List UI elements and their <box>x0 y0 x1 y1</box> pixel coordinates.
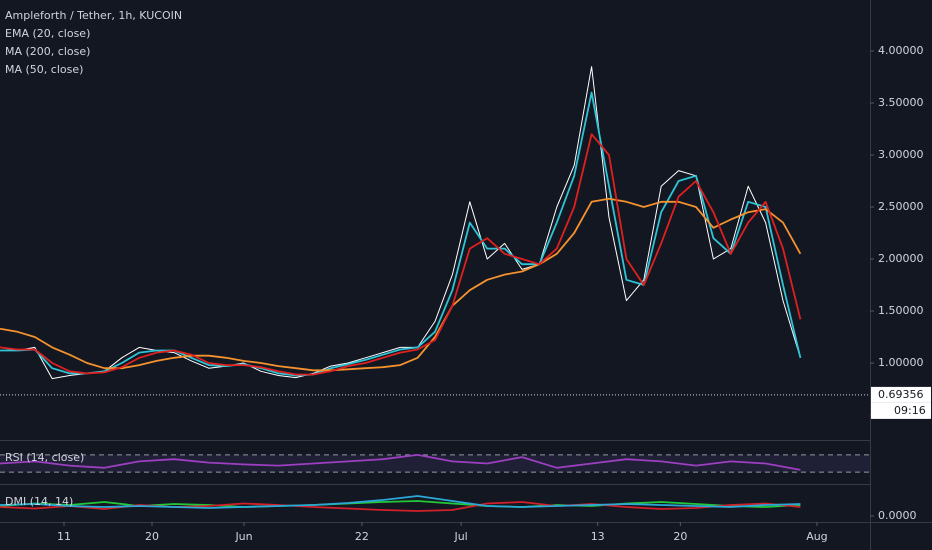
y-tick-label: 2.00000 <box>878 252 924 265</box>
countdown-box <box>871 402 931 419</box>
last-price-label: 0.69356 <box>878 388 924 401</box>
y-tick-label: 3.00000 <box>878 148 924 161</box>
x-tick-label: 20 <box>673 530 687 543</box>
legend-entry: MA (50, close) <box>5 63 83 76</box>
x-tick-label: Jun <box>234 530 252 543</box>
x-tick-label: 11 <box>57 530 71 543</box>
last-price-box <box>871 386 931 403</box>
series-line <box>0 66 801 380</box>
countdown-label: 09:16 <box>894 404 926 417</box>
series-line <box>0 495 801 509</box>
rsi-band <box>0 454 870 473</box>
series-line <box>0 133 802 376</box>
x-tick-label: Jul <box>453 530 467 543</box>
series-line <box>0 454 801 471</box>
y-tick-label: 1.50000 <box>878 304 924 317</box>
y-tick-label: 3.50000 <box>878 96 924 109</box>
pane-title: Ampleforth / Tether, 1h, KUCOIN <box>5 9 182 22</box>
x-tick-label: Aug <box>806 530 827 543</box>
x-tick-label: 22 <box>355 530 369 543</box>
y-tick-label: 1.00000 <box>878 356 924 369</box>
x-tick-label: 13 <box>591 530 605 543</box>
legend-entry: MA (200, close) <box>5 45 90 58</box>
series-line <box>0 197 802 372</box>
y-tick-label: 4.00000 <box>878 44 924 57</box>
legend-entry: EMA (20, close) <box>5 27 90 40</box>
y-tick-label: 0.0000 <box>878 509 917 522</box>
x-tick-label: 20 <box>145 530 159 543</box>
y-tick-label: 2.50000 <box>878 200 924 213</box>
pane-title: DMI (14, 14) <box>5 495 73 508</box>
pane-title: RSI (14, close) <box>5 451 84 464</box>
